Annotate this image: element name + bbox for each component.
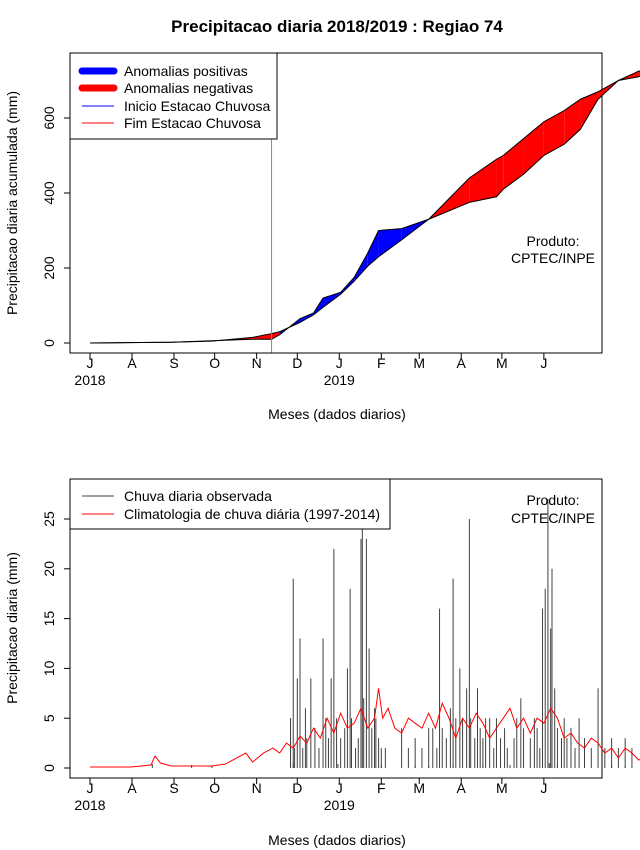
y-tick-label: 200 <box>41 256 57 280</box>
top-annotation-line-2: CPTEC/INPE <box>511 250 595 266</box>
chart-title: Precipitacao diaria 2018/2019 : Regiao 7… <box>171 17 503 36</box>
climatology-cumulative-line <box>89 70 640 344</box>
anomaly-segment <box>564 99 581 145</box>
x-year-label: 2018 <box>74 797 105 813</box>
x-tick-label: J <box>336 355 343 371</box>
x-tick-label: M <box>496 780 508 796</box>
top-legend: Anomalias positivas Anomalias negativas … <box>69 52 278 140</box>
anomaly-segment <box>469 159 497 203</box>
y-tick-label: 400 <box>41 181 57 205</box>
x-tick-label: D <box>292 355 302 371</box>
top-x-axis-label: Meses (dados diarios) <box>268 406 406 422</box>
y-tick-label: 20 <box>41 561 57 577</box>
x-tick-label: S <box>169 780 178 796</box>
y-tick-label: 5 <box>41 714 57 722</box>
x-tick-label: F <box>377 780 386 796</box>
legend-label-negative: Anomalias negativas <box>124 80 253 96</box>
x-tick-label: J <box>87 355 94 371</box>
climatology-daily-line <box>90 688 640 768</box>
anomaly-segment <box>496 155 504 197</box>
top-annotation-line-1: Produto: <box>527 233 580 249</box>
bottom-y-axis-label: Precipitacao diaria (mm) <box>4 552 20 704</box>
anomaly-segment <box>367 230 379 267</box>
bottom-legend-box <box>69 478 391 530</box>
anomaly-segment <box>580 91 599 130</box>
x-tick-label: J <box>87 780 94 796</box>
x-tick-label: M <box>413 780 425 796</box>
y-tick-label: 0 <box>41 339 57 347</box>
y-tick-label: 15 <box>41 611 57 627</box>
legend-label-observed: Chuva diaria observada <box>124 488 272 504</box>
legend-label-start: Inicio Estacao Chuvosa <box>124 98 271 114</box>
x-tick-label: A <box>457 780 467 796</box>
x-tick-label: J <box>540 780 547 796</box>
x-tick-label: N <box>252 780 262 796</box>
x-year-label: 2019 <box>324 797 355 813</box>
y-tick-label: 600 <box>41 106 57 130</box>
top-legend-box <box>69 52 278 140</box>
bottom-annotation-line-2: CPTEC/INPE <box>511 510 595 526</box>
x-tick-label: F <box>377 355 386 371</box>
top-y-axis: 0 200 400 600 <box>41 106 71 347</box>
top-plot-area <box>89 70 640 353</box>
x-tick-label: A <box>127 355 137 371</box>
x-tick-label: O <box>209 355 220 371</box>
anomaly-segment <box>378 228 402 257</box>
x-year-label: 2019 <box>324 372 355 388</box>
x-tick-label: D <box>292 780 302 796</box>
y-tick-label: 0 <box>41 764 57 772</box>
y-tick-label: 25 <box>41 511 57 527</box>
bottom-x-axis-label: Meses (dados diarios) <box>268 832 406 848</box>
x-tick-label: O <box>209 780 220 796</box>
bottom-plot-area <box>90 489 640 768</box>
legend-label-climatology: Climatologia de chuva diária (1997-2014) <box>124 506 380 522</box>
top-y-axis-label: Precipitacao diaria acumulada (mm) <box>4 91 20 315</box>
bottom-legend: Chuva diaria observada Climatologia de c… <box>69 478 391 530</box>
x-tick-label: S <box>169 355 178 371</box>
x-tick-label: M <box>413 355 425 371</box>
x-year-label: 2018 <box>74 372 105 388</box>
x-tick-label: A <box>127 780 137 796</box>
legend-label-positive: Anomalias positivas <box>124 63 248 79</box>
y-tick-label: 10 <box>41 660 57 676</box>
bottom-y-axis: 0 5 10 15 20 25 <box>41 511 71 772</box>
legend-label-end: Fim Estacao Chuvosa <box>124 115 261 131</box>
x-tick-label: M <box>496 355 508 371</box>
anomaly-segment <box>543 110 565 156</box>
x-tick-label: A <box>457 355 467 371</box>
bottom-annotation-line-1: Produto: <box>527 492 580 508</box>
x-tick-label: N <box>252 355 262 371</box>
x-tick-label: J <box>336 780 343 796</box>
x-tick-label: J <box>540 355 547 371</box>
